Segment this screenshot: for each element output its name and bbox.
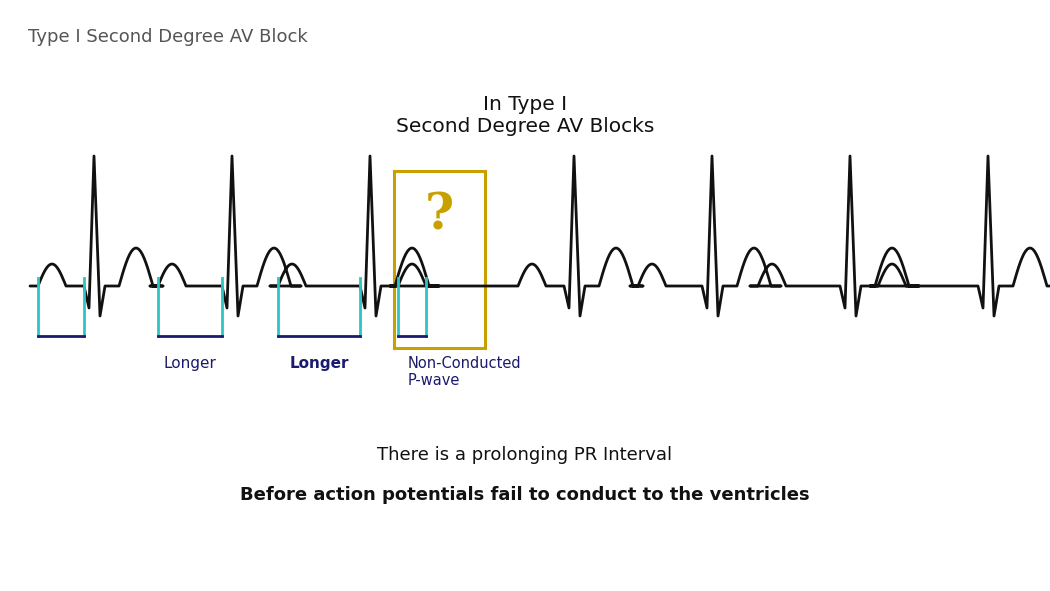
Text: Non-Conducted
P-wave: Non-Conducted P-wave [408,356,522,388]
Text: Longer: Longer [289,356,349,371]
Bar [394,171,485,348]
Text: There is a prolonging PR Interval: There is a prolonging PR Interval [377,446,673,464]
Text: Type I Second Degree AV Block: Type I Second Degree AV Block [28,28,308,46]
Text: ?: ? [425,191,454,241]
Text: Longer: Longer [164,356,216,371]
Text: Before action potentials fail to conduct to the ventricles: Before action potentials fail to conduct… [240,486,810,504]
Text: In Type I
Second Degree AV Blocks: In Type I Second Degree AV Blocks [396,95,654,136]
